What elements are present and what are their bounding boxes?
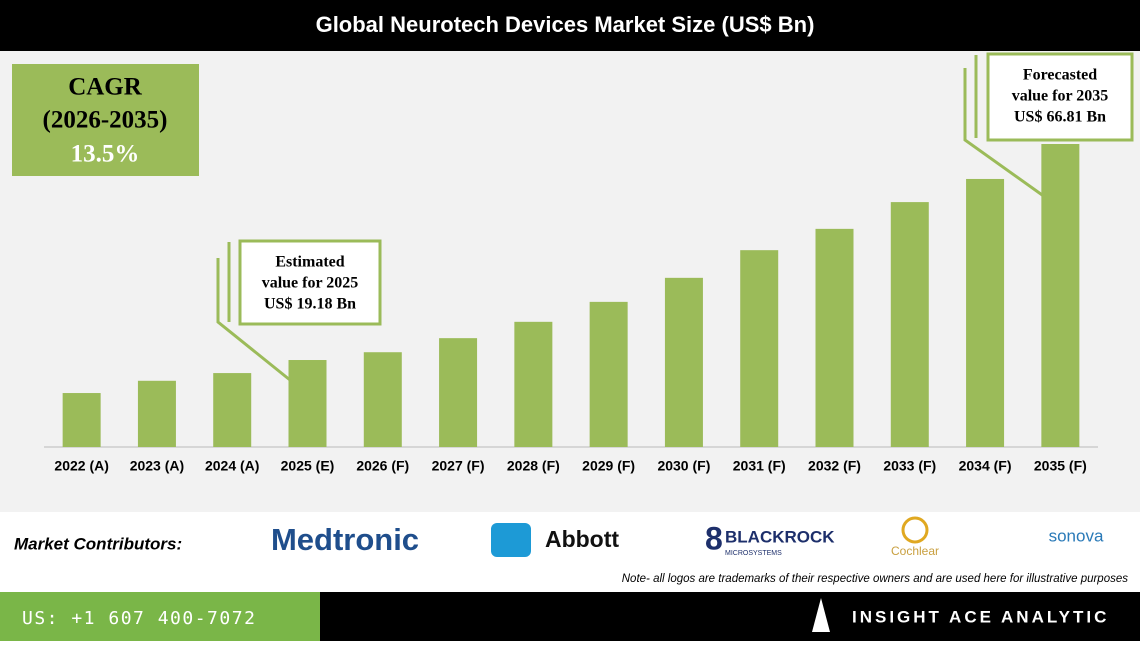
x-tick-label: 2034 (F) (959, 458, 1012, 474)
x-tick-label: 2023 (A) (130, 458, 184, 474)
cagr-box (12, 64, 199, 176)
bar (589, 301, 628, 447)
title-bar (0, 0, 1140, 51)
x-tick-label: 2027 (F) (432, 458, 485, 474)
annotation: US$ 19.18 Bn (264, 296, 356, 313)
bar (213, 373, 252, 447)
x-tick-label: 2033 (F) (883, 458, 936, 474)
brand-icon (812, 598, 830, 632)
bar (439, 338, 478, 447)
x-tick-label: 2022 (A) (54, 458, 108, 474)
leader (963, 68, 1046, 199)
x-tick-label: 2025 (E) (281, 458, 335, 474)
x-tick-label: 2028 (F) (507, 458, 560, 474)
leader (216, 258, 291, 382)
bar (62, 393, 101, 447)
phone: US: +1 607 400-7072 (22, 608, 256, 629)
x-tick-label: 2030 (F) (657, 458, 710, 474)
x-tick-label: 2031 (F) (733, 458, 786, 474)
bar (137, 380, 176, 447)
x-tick-label: 2035 (F) (1034, 458, 1087, 474)
annotation-box (986, 52, 1134, 142)
annotation: Estimated (275, 254, 344, 271)
bar (1041, 144, 1080, 447)
logo: Cochlear (891, 544, 939, 558)
annotation-box (238, 239, 382, 326)
logo: Medtronic (271, 522, 419, 557)
cagr-period: (2026-2035) (43, 107, 168, 134)
x-tick-label: 2032 (F) (808, 458, 861, 474)
bar (966, 178, 1005, 447)
brand: INSIGHT ACE ANALYTIC (852, 607, 1109, 626)
annotation: US$ 66.81 Bn (1014, 109, 1106, 126)
annotation: value for 2035 (1012, 88, 1109, 105)
bar (288, 360, 327, 447)
x-tick-label: 2024 (A) (205, 458, 259, 474)
cagr-label: CAGR (68, 74, 143, 101)
logo: Abbott (545, 526, 619, 552)
bar (815, 228, 854, 447)
annotation: Forecasted (1023, 67, 1097, 84)
logo-icon (491, 523, 531, 557)
logo-icon (901, 516, 929, 544)
footer-right (320, 592, 1140, 641)
bar (890, 202, 929, 447)
cagr-value: 13.5% (71, 141, 140, 168)
logo-icon: 8 (705, 520, 723, 556)
bar (363, 352, 402, 447)
bar (664, 277, 703, 447)
bars: 2022 (A) 2023 (A) 2024 (A) 2025 (E) 2026 (F)… (54, 144, 1087, 474)
contributors-label: Market Contributors: (14, 534, 182, 553)
logo: BLACKROCK (725, 527, 835, 546)
footer-left (0, 592, 320, 641)
logo: MICROSYSTEMS (725, 550, 782, 557)
logo: sonova (1049, 526, 1104, 545)
x-tick-label: 2026 (F) (356, 458, 409, 474)
note: Note- all logos are trademarks of their … (622, 573, 1128, 585)
x-tick-label: 2029 (F) (582, 458, 635, 474)
annotation: value for 2025 (262, 275, 359, 292)
bar (740, 250, 779, 447)
bar (514, 321, 553, 447)
chart-title: Global Neurotech Devices Market Size (US… (316, 12, 815, 37)
